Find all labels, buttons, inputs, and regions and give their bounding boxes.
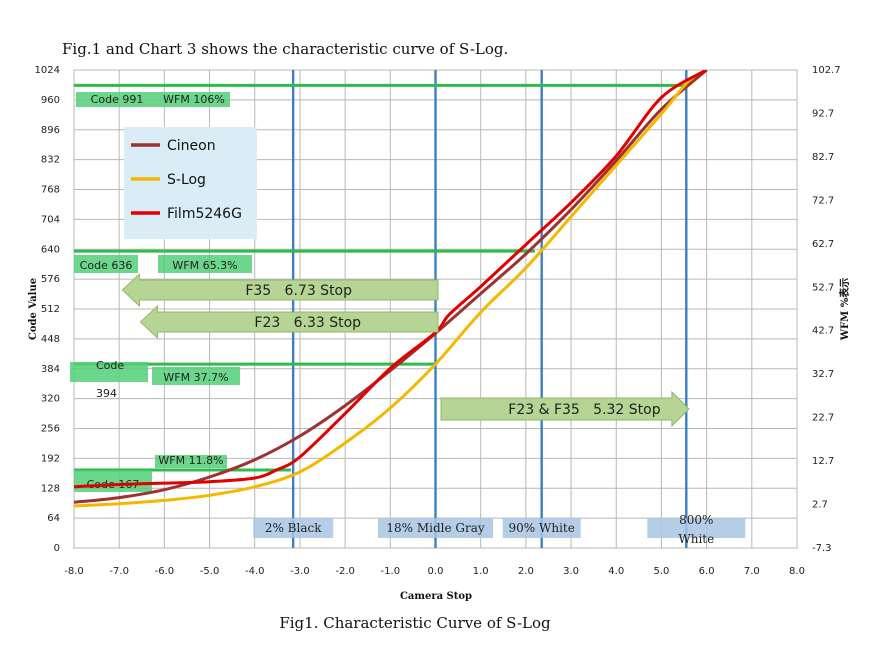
wfm-value-box (152, 367, 240, 385)
y2-tick-label: 42.7 (812, 326, 834, 337)
code-value-box (76, 92, 158, 107)
x-tick-label: 5.0 (653, 566, 669, 577)
code-value-label: 394 (96, 387, 117, 400)
y-tick-label: 960 (41, 95, 60, 106)
y-tick-label: 768 (41, 185, 60, 196)
y2-tick-label: 102.7 (812, 65, 841, 76)
wfm-value-box (158, 255, 252, 273)
vertical-marker-label-box (378, 518, 493, 538)
vertical-marker-label-box (502, 518, 581, 538)
vertical-marker-label: White (678, 532, 714, 546)
vertical-marker-label: 90% White (509, 521, 575, 535)
x-tick-label: -4.0 (245, 566, 265, 577)
range-arrow-label: F23 & F35 5.32 Stop (508, 402, 660, 418)
y-tick-label: 0 (54, 543, 60, 554)
y-tick-label: 704 (41, 214, 60, 225)
series-line-s-log (74, 70, 708, 508)
range-arrow (139, 304, 439, 340)
x-tick-label: 4.0 (608, 566, 624, 577)
x-tick-label: 8.0 (789, 566, 805, 577)
series-line-cineon (74, 70, 708, 504)
vertical-marker-label: 18% Midle Gray (386, 521, 485, 535)
y-tick-label: 832 (41, 155, 60, 166)
y2-tick-label: 12.7 (812, 456, 834, 467)
range-arrow-label: F35 6.73 Stop (245, 283, 352, 299)
legend-label: Cineon (167, 138, 216, 154)
range-arrow (440, 390, 690, 428)
y2-tick-label: 2.7 (812, 500, 828, 511)
y-axis-title: Code Value (28, 278, 39, 340)
y-tick-label: 384 (41, 364, 60, 375)
y2-tick-label: 72.7 (812, 195, 834, 206)
y-tick-label: 576 (41, 274, 60, 285)
wfm-value-box (158, 92, 230, 107)
series-line-film5246g (74, 70, 708, 489)
y-tick-label: 128 (41, 483, 60, 494)
code-value-box (74, 255, 138, 273)
wfm-value-label: WFM 106% (163, 93, 225, 106)
x-tick-label: -5.0 (200, 566, 220, 577)
code-value-label: Code 636 (80, 259, 133, 272)
code-value-label: Code (96, 359, 124, 372)
x-tick-label: 2.0 (518, 566, 534, 577)
x-tick-label: -3.0 (290, 566, 310, 577)
y2-tick-label: 62.7 (812, 239, 834, 250)
y-tick-label: 896 (41, 125, 60, 136)
y-tick-label: 448 (41, 334, 60, 345)
x-tick-label: -8.0 (64, 566, 84, 577)
y-tick-label: 320 (41, 394, 60, 405)
y-tick-label: 64 (47, 513, 60, 524)
y2-tick-label: 82.7 (812, 152, 834, 163)
x-tick-label: 0.0 (428, 566, 444, 577)
y2-tick-label: 32.7 (812, 369, 834, 380)
x-tick-label: -7.0 (109, 566, 129, 577)
y-tick-label: 192 (41, 453, 60, 464)
legend-label: Film5246G (167, 206, 242, 222)
y-tick-label: 640 (41, 244, 60, 255)
x-axis-title: Camera Stop (400, 591, 472, 602)
range-arrow-label: F23 6.33 Stop (254, 315, 361, 331)
x-tick-label: 1.0 (473, 566, 489, 577)
legend-label: S-Log (167, 172, 206, 188)
code-value-box (70, 362, 148, 382)
y2-tick-label: 22.7 (812, 413, 834, 424)
x-tick-label: -1.0 (381, 566, 401, 577)
y2-tick-label: 92.7 (812, 108, 834, 119)
series-lines (74, 70, 708, 508)
y-tick-label: 1024 (35, 65, 60, 76)
code-value-label: Code 991 (91, 93, 144, 106)
wfm-value-label: WFM 65.3% (172, 259, 237, 272)
y-tick-label: 256 (41, 424, 60, 435)
tick-labels: 0 64 128 192 256 320 384 448 512 576 640 704 768 832 8… (35, 65, 841, 577)
y-tick-label: 512 (41, 304, 60, 315)
page-heading: Fig.1 and Chart 3 shows the characterist… (62, 40, 508, 58)
range-arrows: F35 6.73 Stop F23 6.33 Stop F23 & F35 5.32… (121, 272, 690, 428)
vertical-marker-label-box (253, 518, 334, 538)
vertical-marker-label: 800% (679, 513, 713, 527)
x-tick-label: -6.0 (155, 566, 175, 577)
range-arrow (121, 272, 439, 308)
vertical-marker-label-box (647, 518, 746, 538)
vertical-marker-label: 2% Black (265, 521, 322, 535)
x-tick-label: 7.0 (744, 566, 760, 577)
x-tick-label: -2.0 (335, 566, 355, 577)
y2-axis-title: WFM %表示 (838, 278, 851, 341)
wfm-value-label: WFM 37.7% (163, 371, 228, 384)
y2-tick-label: 52.7 (812, 282, 834, 293)
x-tick-label: 3.0 (563, 566, 579, 577)
x-tick-label: 6.0 (699, 566, 715, 577)
wfm-value-box (155, 455, 227, 468)
y2-tick-label: -7.3 (812, 543, 832, 554)
legend: Cineon S-Log Film5246G (124, 127, 257, 239)
wfm-value-label: WFM 11.8% (158, 454, 223, 467)
figure-caption: Fig1. Characteristic Curve of S-Log (279, 614, 551, 632)
